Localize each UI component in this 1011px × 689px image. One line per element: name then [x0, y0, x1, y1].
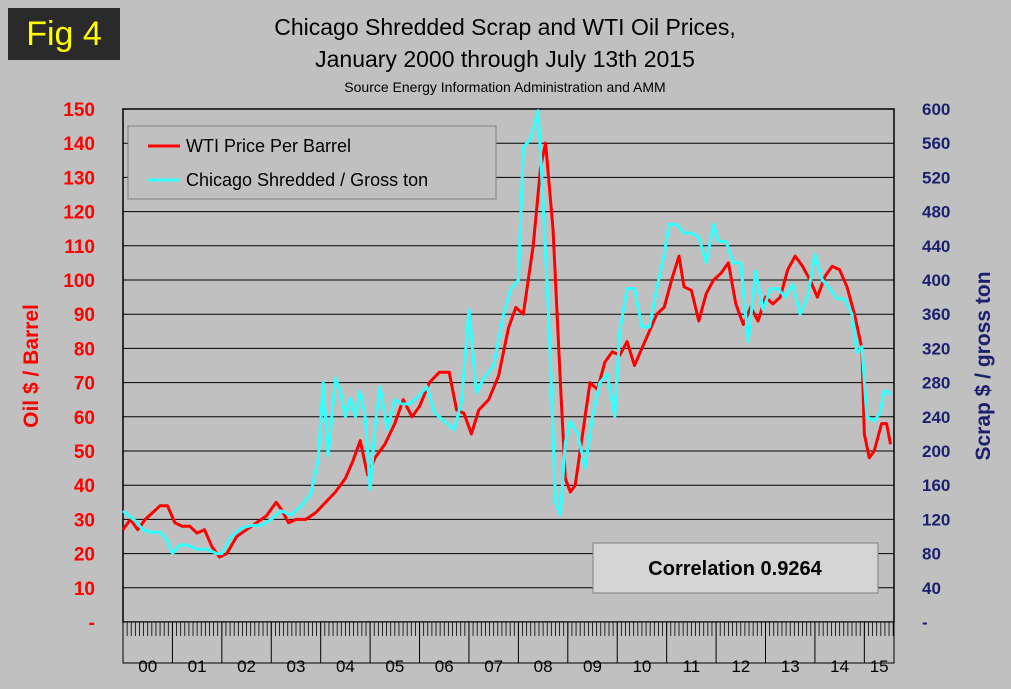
y-right-tick-label: 120 — [922, 510, 950, 529]
x-axis-labels: 00 01 02 03 04 05 06 07 08 09 10 11 12 13 14 15 — [138, 657, 888, 676]
chart-title: Chicago Shredded Scrap and WTI Oil Price… — [274, 14, 736, 40]
correlation-box — [592, 542, 879, 594]
x-tick-label: 12 — [731, 657, 750, 676]
y-left-tick-label: 30 — [74, 510, 95, 531]
x-tick-label: 01 — [188, 657, 207, 676]
y-right-tick-label: 560 — [922, 134, 950, 153]
y-right-tick-label: 280 — [922, 374, 950, 393]
y-left-tick-label: 90 — [74, 305, 95, 326]
x-tick-label: 00 — [138, 657, 157, 676]
y-left-tick-label: 110 — [64, 237, 95, 258]
y-left-tick-label: 80 — [74, 339, 95, 360]
y-right-tick-label: 520 — [922, 168, 950, 187]
x-tick-label: 06 — [435, 657, 454, 676]
y-axis-left: - 10 20 30 40 50 60 70 80 90 100 110 120 130 140 150 — [63, 100, 95, 634]
y-left-tick-label: 50 — [74, 442, 95, 463]
x-axis-box — [122, 621, 895, 664]
x-tick-label: 07 — [484, 657, 503, 676]
legend-label-wti: WTI Price Per Barrel — [186, 136, 351, 156]
chart-title-line2: January 2000 through July 13th 2015 — [315, 46, 695, 72]
series-scrap-line — [122, 109, 892, 556]
x-tick-label: 03 — [287, 657, 306, 676]
legend: WTI Price Per Barrel Chicago Shredded / … — [127, 125, 497, 200]
x-tick-label: 05 — [385, 657, 404, 676]
x-tick-label: 15 — [870, 657, 889, 676]
y-axis-right: - 40 80 120 160 200 240 280 320 360 400 440 480 520 56… — [922, 100, 950, 632]
y-left-tick-label: 60 — [74, 408, 95, 429]
y-right-tick-label: 80 — [922, 545, 941, 564]
y-right-tick-label: 40 — [922, 579, 941, 598]
y-right-tick-label: 360 — [922, 305, 950, 324]
y-right-tick-label: 160 — [922, 476, 950, 495]
y-right-tick-label: 200 — [922, 442, 950, 461]
y-axis-left-title: Oil $ / Barrel — [20, 304, 43, 428]
figure-badge: Fig 4 — [8, 8, 120, 60]
series-lines — [121, 109, 892, 559]
y-left-tick-label: 120 — [63, 203, 95, 224]
y-left-tick-label: 150 — [63, 100, 95, 121]
y-right-tick-label: 400 — [922, 271, 950, 290]
chart-subtitle: Source Energy Information Administration… — [344, 79, 666, 95]
correlation-text: Correlation 0.9264 — [648, 558, 822, 580]
y-right-tick-label: 240 — [922, 408, 950, 427]
x-tick-label: 10 — [632, 657, 651, 676]
x-tick-label: 02 — [237, 657, 256, 676]
y-right-tick-label: 320 — [922, 339, 950, 358]
y-left-tick-label: 20 — [74, 545, 95, 566]
x-tick-label: 14 — [830, 657, 849, 676]
legend-label-scrap: Chicago Shredded / Gross ton — [186, 170, 428, 190]
x-tick-label: 08 — [534, 657, 553, 676]
y-left-tick-label: - — [89, 613, 95, 634]
x-tick-label: 13 — [781, 657, 800, 676]
y-right-tick-label: 480 — [922, 203, 950, 222]
y-right-tick-label: 600 — [922, 100, 950, 119]
legend-box — [127, 125, 497, 200]
y-left-tick-label: 70 — [74, 374, 95, 395]
x-tick-label: 11 — [683, 657, 701, 676]
y-right-tick-label: - — [922, 613, 928, 632]
y-left-tick-label: 130 — [63, 168, 95, 189]
x-tick-label: 04 — [336, 657, 355, 676]
y-left-tick-label: 10 — [74, 579, 95, 600]
y-axis-right-title: Scrap $ / gross ton — [972, 271, 995, 460]
x-tick-label: 09 — [583, 657, 602, 676]
y-left-tick-label: 140 — [63, 134, 95, 155]
y-right-tick-label: 440 — [922, 237, 950, 256]
correlation-annotation: Correlation 0.9264 — [592, 542, 879, 594]
y-left-tick-label: 40 — [74, 476, 95, 497]
y-left-tick-label: 100 — [63, 271, 95, 292]
